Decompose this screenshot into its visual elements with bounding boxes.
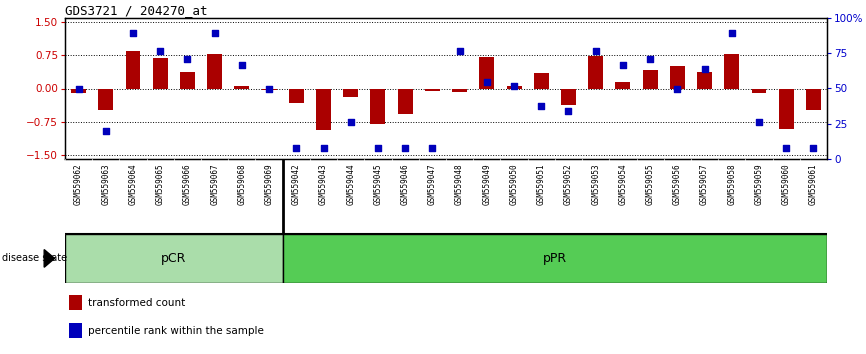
Bar [343,88,359,97]
Text: GSM559059: GSM559059 [754,163,764,205]
Bar [806,88,821,110]
Point [398,145,412,151]
Polygon shape [44,250,55,267]
Bar [561,88,576,105]
Bar [152,57,168,88]
Text: GSM559049: GSM559049 [482,163,491,205]
Text: GDS3721 / 204270_at: GDS3721 / 204270_at [65,4,208,17]
Bar [288,88,304,103]
Text: GSM559065: GSM559065 [156,163,165,205]
Text: GSM559060: GSM559060 [782,163,791,205]
Text: GSM559069: GSM559069 [265,163,274,205]
Point [752,119,766,125]
Bar [71,88,86,93]
Text: GSM559056: GSM559056 [673,163,682,205]
Bar [779,88,793,129]
Point [616,62,630,68]
Point [806,145,820,151]
Point [453,48,467,54]
Point [507,83,521,88]
Text: GSM559045: GSM559045 [373,163,383,205]
Text: GSM559067: GSM559067 [210,163,219,205]
Point [643,57,657,62]
Text: GSM559052: GSM559052 [564,163,573,205]
Bar [616,82,630,88]
Bar [397,88,412,114]
Text: GSM559055: GSM559055 [646,163,655,205]
Point [480,79,494,85]
Text: GSM559050: GSM559050 [509,163,519,205]
Bar [316,88,331,130]
Bar [588,56,603,88]
Text: GSM559062: GSM559062 [74,163,83,205]
Bar [207,54,222,88]
Text: transformed count: transformed count [87,298,185,308]
Text: pCR: pCR [161,252,186,265]
Point [371,145,385,151]
Point [153,48,167,54]
Point [779,145,793,151]
Point [317,145,331,151]
Point [262,86,276,91]
Point [425,145,439,151]
Text: GSM559063: GSM559063 [101,163,110,205]
Point [126,30,140,36]
Point [670,86,684,91]
Point [99,128,113,134]
Text: GSM559042: GSM559042 [292,163,301,205]
Point [725,30,739,36]
Text: GSM559047: GSM559047 [428,163,436,205]
Text: pPR: pPR [543,252,567,265]
Point [344,119,358,125]
Point [561,108,575,114]
Text: GSM559057: GSM559057 [700,163,709,205]
Point [534,103,548,109]
Bar [180,72,195,88]
Bar [235,86,249,88]
Bar [65,234,282,283]
Text: GSM559066: GSM559066 [183,163,192,205]
Bar [724,54,740,88]
Text: GSM559068: GSM559068 [237,163,246,205]
Point [235,62,249,68]
Point [180,57,194,62]
Point [589,48,603,54]
Text: GSM559053: GSM559053 [591,163,600,205]
Bar [371,88,385,124]
Bar [643,70,657,88]
Point [72,86,86,91]
Text: GSM559044: GSM559044 [346,163,355,205]
Text: GSM559054: GSM559054 [618,163,627,205]
Text: GSM559064: GSM559064 [128,163,138,205]
Bar [126,51,140,88]
Text: disease state: disease state [2,253,67,263]
Bar [533,73,549,88]
Point [289,145,303,151]
Bar [282,234,827,283]
Text: GSM559048: GSM559048 [456,163,464,205]
Bar [479,57,494,88]
Bar [425,88,440,91]
Bar [452,88,467,92]
Bar [98,88,113,110]
Text: GSM559051: GSM559051 [537,163,546,205]
Text: GSM559043: GSM559043 [319,163,328,205]
Bar [507,86,521,88]
Bar [669,67,685,88]
Bar [68,323,82,338]
Text: GSM559061: GSM559061 [809,163,818,205]
Text: percentile rank within the sample: percentile rank within the sample [87,326,263,336]
Point [208,30,222,36]
Bar [68,295,82,310]
Bar [697,72,712,88]
Text: GSM559058: GSM559058 [727,163,736,205]
Text: GSM559046: GSM559046 [401,163,410,205]
Bar [752,88,766,93]
Point [698,66,712,72]
Bar [262,88,276,90]
